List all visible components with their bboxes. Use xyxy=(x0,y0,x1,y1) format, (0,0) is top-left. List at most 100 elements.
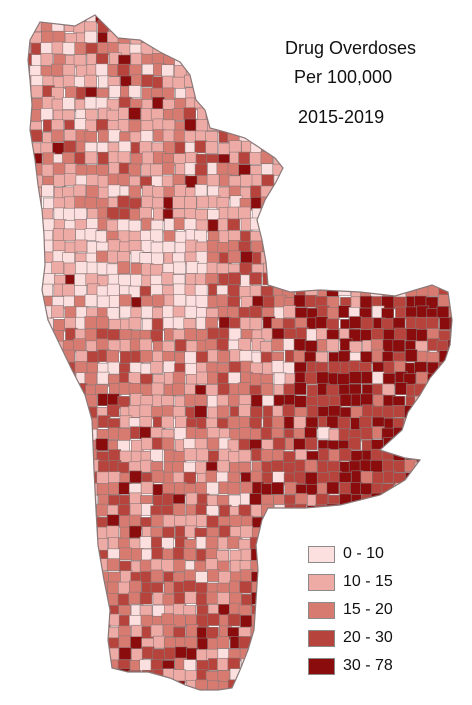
county-cell xyxy=(28,473,32,486)
county-cell xyxy=(447,120,452,133)
county-cell xyxy=(172,547,186,560)
county-cell xyxy=(394,658,407,672)
county-cell xyxy=(106,283,120,297)
county-cell xyxy=(29,239,43,252)
county-cell xyxy=(84,614,98,627)
county-cell xyxy=(448,691,460,703)
county-cell xyxy=(306,405,320,418)
county-cell xyxy=(372,229,386,243)
county-cell xyxy=(284,219,298,233)
county-cell xyxy=(403,515,417,528)
county-cell xyxy=(307,691,319,703)
county-cell xyxy=(119,450,133,464)
county-cell xyxy=(174,41,188,55)
county-cell xyxy=(51,98,65,112)
county-cell xyxy=(118,294,132,307)
county-cell xyxy=(194,86,208,100)
county-cell xyxy=(64,427,77,440)
county-cell xyxy=(414,593,428,607)
county-cell xyxy=(139,252,153,266)
county-cell xyxy=(395,559,408,572)
county-cell xyxy=(282,261,296,275)
county-cell xyxy=(437,691,449,703)
county-cell xyxy=(29,296,43,310)
county-cell xyxy=(326,274,340,288)
county-cell xyxy=(227,657,241,671)
county-cell xyxy=(31,495,44,508)
county-cell xyxy=(260,76,273,89)
county-cell xyxy=(62,550,76,563)
county-cell xyxy=(74,613,87,626)
county-cell xyxy=(404,121,418,134)
county-cell xyxy=(426,185,439,198)
county-cell xyxy=(238,449,252,463)
county-cell xyxy=(162,241,176,254)
county-cell xyxy=(371,185,384,198)
county-cell xyxy=(141,195,154,209)
county-cell xyxy=(29,516,43,529)
county-cell xyxy=(428,141,441,155)
county-cell xyxy=(228,140,242,153)
county-cell xyxy=(64,173,77,186)
county-cell xyxy=(260,383,274,396)
county-cell xyxy=(328,361,341,375)
county-cell xyxy=(75,569,89,583)
county-cell xyxy=(196,31,209,44)
county-cell xyxy=(74,428,88,442)
county-cell xyxy=(129,525,142,539)
county-cell xyxy=(284,481,298,495)
county-cell xyxy=(217,350,230,364)
county-cell xyxy=(28,657,33,670)
county-cell xyxy=(414,261,427,274)
county-cell xyxy=(227,206,241,220)
county-cell xyxy=(106,680,119,690)
county-cell xyxy=(87,648,100,662)
county-cell xyxy=(216,162,230,176)
county-cell xyxy=(32,471,45,484)
county-cell xyxy=(427,108,440,122)
county-cell xyxy=(74,361,88,374)
county-cell xyxy=(416,415,430,428)
county-cell xyxy=(450,219,452,233)
county-cell xyxy=(295,86,308,99)
county-cell xyxy=(152,294,165,307)
county-cell xyxy=(108,668,121,682)
county-cell xyxy=(414,493,428,506)
county-cell xyxy=(42,383,56,396)
county-cell xyxy=(31,614,44,628)
county-cell xyxy=(74,405,87,418)
county-cell xyxy=(282,164,296,177)
county-cell xyxy=(28,151,32,164)
county-cell xyxy=(273,559,287,573)
county-cell xyxy=(274,527,287,541)
county-cell xyxy=(141,63,155,77)
county-cell xyxy=(130,52,144,66)
county-cell xyxy=(428,31,441,45)
county-cell xyxy=(315,15,328,22)
county-cell xyxy=(425,604,438,617)
county-cell xyxy=(437,548,450,562)
county-cell xyxy=(295,514,308,528)
county-cell xyxy=(294,525,307,539)
county-cell xyxy=(217,383,231,396)
county-cell xyxy=(370,328,384,341)
county-cell xyxy=(139,659,153,673)
county-cell xyxy=(52,470,65,483)
county-cell xyxy=(84,196,98,210)
county-cell xyxy=(271,582,285,596)
county-cell xyxy=(162,514,176,528)
county-cell xyxy=(271,482,284,495)
county-cell xyxy=(41,184,54,198)
county-cell xyxy=(426,151,440,164)
county-cell xyxy=(394,241,408,254)
county-cell xyxy=(107,239,121,253)
county-cell xyxy=(359,140,373,154)
county-cell xyxy=(392,19,406,33)
county-cell xyxy=(427,86,441,100)
county-cell xyxy=(394,197,408,210)
county-cell xyxy=(207,613,220,626)
county-cell xyxy=(85,591,98,605)
county-cell xyxy=(394,208,407,222)
county-cell xyxy=(449,505,452,519)
county-cell xyxy=(372,681,386,690)
